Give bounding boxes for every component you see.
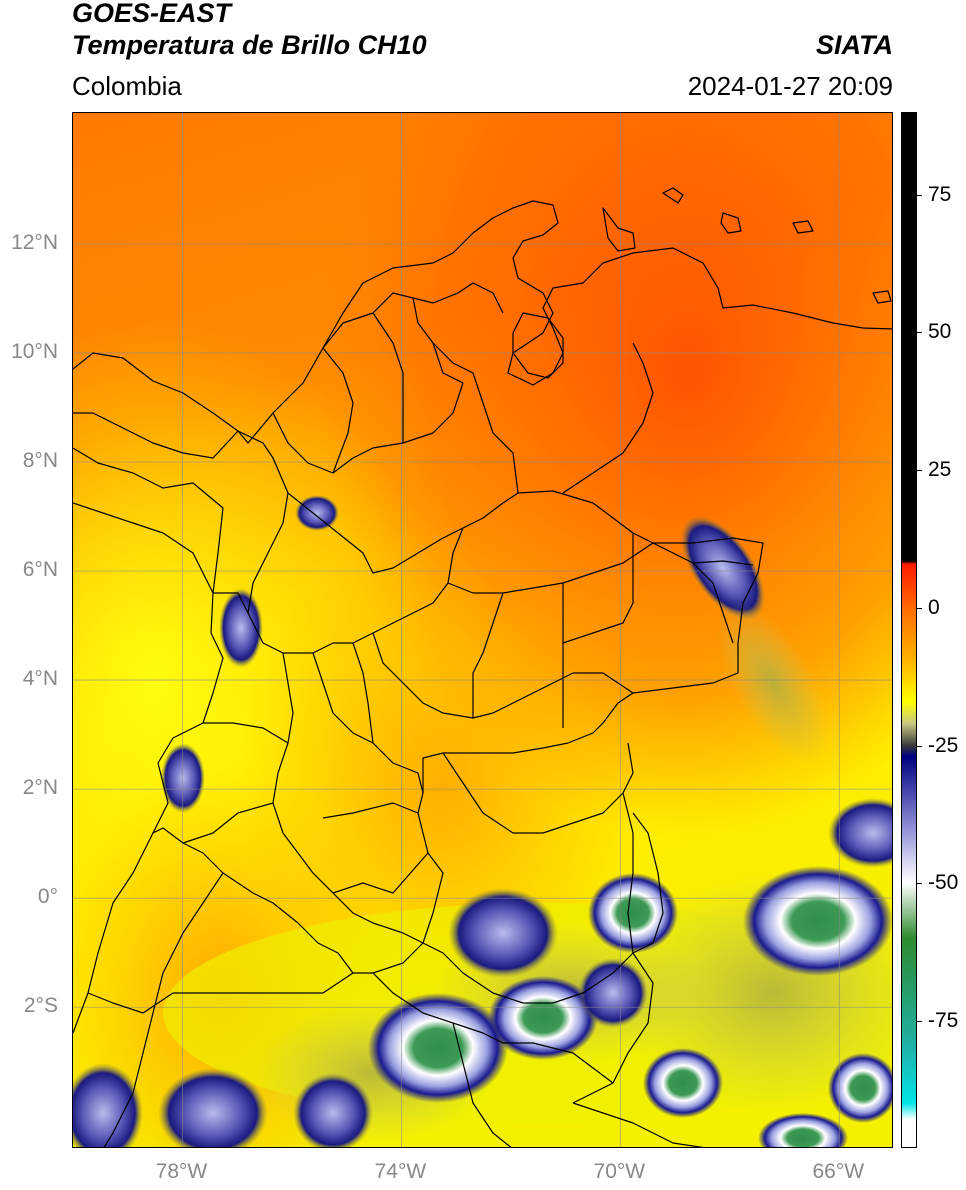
storm-cell [588, 873, 678, 953]
colorbar-tick-label: 75 [928, 182, 952, 206]
latitude-tick-label: 2°N [22, 776, 58, 800]
storm-cell [368, 993, 508, 1103]
datetime-label: 2024-01-27 20:09 [687, 71, 893, 101]
latitude-tick-label: 0° [37, 885, 58, 909]
storm-cell [828, 1053, 892, 1123]
colorbar-tick [917, 332, 922, 334]
latitude-tick-label: 6°N [22, 558, 58, 582]
longitude-tick-label: 78°W [155, 1160, 208, 1183]
colorbar-tick [917, 194, 922, 196]
colorbar [901, 112, 917, 1148]
latitude-tick-label: 8°N [22, 448, 58, 472]
longitude-tick-label: 70°W [593, 1160, 646, 1183]
colorbar-tick-label: 50 [928, 320, 952, 344]
colorbar-tick [917, 745, 922, 747]
brightness-temperature-map [73, 113, 892, 1147]
colorbar-tick [917, 470, 922, 472]
colorbar-tick-label: 25 [928, 458, 952, 482]
colorbar-tick [917, 883, 922, 885]
brand-label: SIATA [816, 30, 893, 60]
region-label: Colombia [72, 71, 182, 101]
latitude-tick-label: 2°S [23, 994, 58, 1018]
colorbar-tick-label: -75 [928, 1009, 959, 1033]
longitude-tick-label: 74°W [374, 1160, 427, 1183]
map-panel [72, 112, 893, 1148]
latitude-tick-label: 4°N [22, 667, 58, 691]
storm-cell [758, 1113, 848, 1147]
latitude-tick-label: 10°N [11, 339, 58, 363]
colorbar-tick-label: -50 [928, 871, 959, 895]
storm-cell [643, 1048, 723, 1118]
colorbar-tick [917, 1021, 922, 1023]
product-title: Temperatura de Brillo CH10 [72, 30, 427, 60]
borders [73, 187, 892, 1147]
longitude-tick-label: 66°W [812, 1160, 865, 1183]
latitude-tick-label: 12°N [11, 230, 58, 254]
satellite-title: GOES-EAST [72, 0, 232, 28]
colorbar-tick-label: 0 [928, 595, 940, 619]
colorbar-tick-label: -25 [928, 733, 959, 757]
storm-cell [743, 866, 892, 976]
graticule [73, 113, 892, 1147]
colorbar-tick [917, 607, 922, 609]
